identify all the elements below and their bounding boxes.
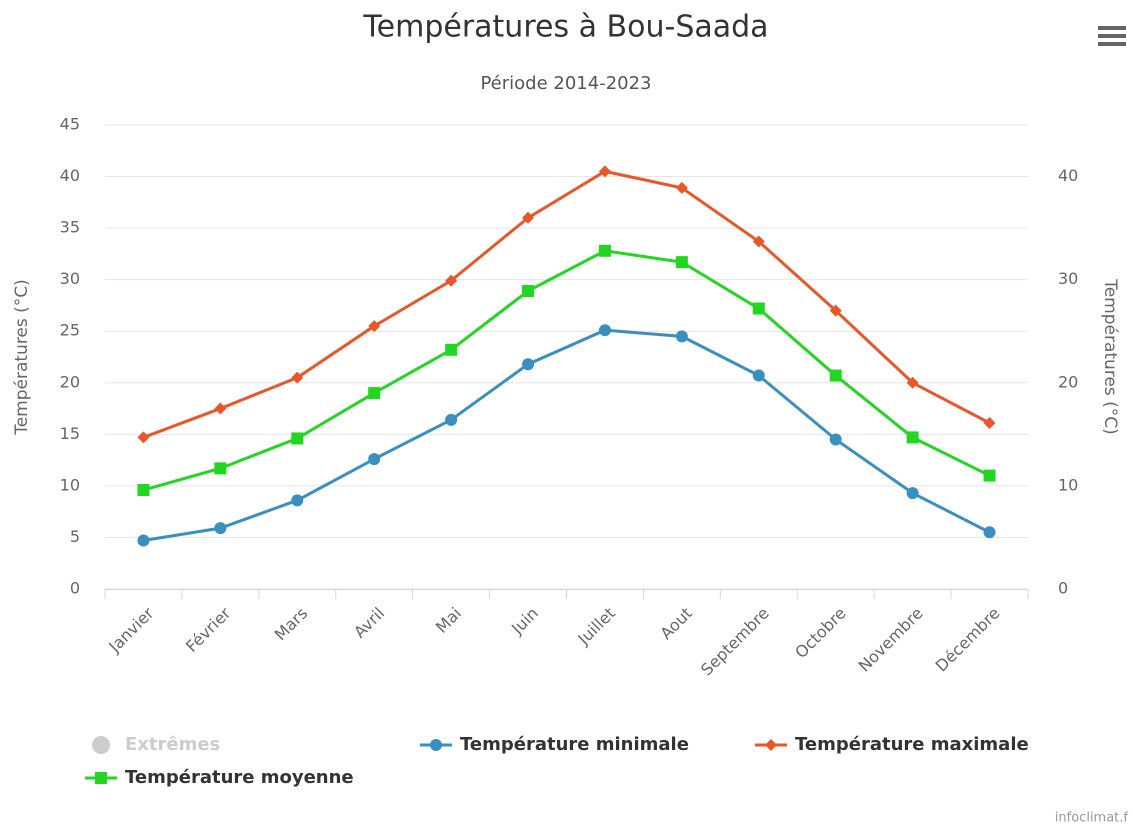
y2-axis-title: Températures (°C) xyxy=(1100,278,1120,435)
point xyxy=(598,165,611,178)
y2-tick-label: 10 xyxy=(1058,475,1078,494)
point xyxy=(829,304,842,317)
point xyxy=(137,431,150,444)
y-axis-title: Températures (°C) xyxy=(12,279,32,436)
legend-label: Température moyenne xyxy=(125,767,354,788)
point xyxy=(675,330,688,343)
credits: infoclimat.f xyxy=(1055,811,1129,826)
y-tick-label: 20 xyxy=(60,372,80,391)
legend-label: Extrêmes xyxy=(125,734,220,755)
x-tick-label: Octobre xyxy=(791,604,849,662)
legend-item[interactable]: Température maximale xyxy=(755,734,1029,755)
point xyxy=(368,387,381,400)
point xyxy=(983,526,996,539)
y-tick-label: 45 xyxy=(60,115,80,134)
point xyxy=(829,369,842,382)
x-tick-label: Aout xyxy=(656,604,696,644)
point xyxy=(522,358,535,371)
point xyxy=(214,402,227,415)
x-tick-label: Juillet xyxy=(573,604,618,649)
legend-item[interactable]: Température moyenne xyxy=(85,767,354,788)
x-tick-label: Décembre xyxy=(932,604,1004,676)
y2-tick-label: 30 xyxy=(1058,269,1078,288)
legend-item[interactable]: Température minimale xyxy=(420,734,689,755)
point xyxy=(368,453,381,466)
x-tick-label: Mars xyxy=(271,604,312,645)
point xyxy=(445,343,458,356)
legend-label: Température minimale xyxy=(460,734,689,755)
x-tick-label: Mai xyxy=(432,604,465,637)
x-tick-label: Septembre xyxy=(697,604,773,680)
y-tick-label: 25 xyxy=(60,321,80,340)
point xyxy=(522,211,535,224)
point xyxy=(752,369,765,382)
point xyxy=(137,484,150,497)
point xyxy=(983,469,996,482)
legend-item[interactable]: Extrêmes xyxy=(92,734,220,755)
point xyxy=(214,522,227,535)
x-tick-label: Février xyxy=(182,603,235,656)
y-tick-label: 35 xyxy=(60,218,80,237)
point xyxy=(752,235,765,248)
x-tick-label: Avril xyxy=(350,604,388,642)
point xyxy=(214,462,227,475)
y-tick-label: 10 xyxy=(60,475,80,494)
y-tick-label: 15 xyxy=(60,424,80,443)
x-tick-label: Novembre xyxy=(855,604,927,676)
series-line xyxy=(142,169,991,439)
y2-tick-label: 20 xyxy=(1058,372,1078,391)
legend-symbol xyxy=(92,736,110,754)
x-tick-label: Juin xyxy=(507,604,542,639)
y-tick-label: 30 xyxy=(60,269,80,288)
y-tick-label: 0 xyxy=(70,579,80,598)
y2-tick-label: 0 xyxy=(1058,579,1068,598)
point xyxy=(137,534,150,547)
point xyxy=(598,324,611,337)
point xyxy=(445,274,458,287)
point xyxy=(906,376,919,389)
point xyxy=(522,285,535,298)
menu-bar xyxy=(1098,34,1126,38)
point xyxy=(291,371,304,384)
y2-tick-label: 40 xyxy=(1058,166,1078,185)
point xyxy=(906,431,919,444)
point xyxy=(445,413,458,426)
x-tick-label: Janvier xyxy=(104,603,157,656)
series-line xyxy=(143,328,991,543)
point xyxy=(598,244,611,257)
legend-symbol xyxy=(430,739,442,751)
point xyxy=(675,256,688,269)
point xyxy=(291,432,304,445)
legend-symbol xyxy=(95,772,107,784)
menu-bar xyxy=(1098,26,1126,30)
legend-symbol xyxy=(765,739,777,751)
menu-button[interactable] xyxy=(1098,26,1126,46)
series-line xyxy=(143,249,991,492)
y-tick-label: 40 xyxy=(60,166,80,185)
point xyxy=(752,302,765,315)
point xyxy=(829,433,842,446)
point xyxy=(906,487,919,500)
point xyxy=(291,494,304,507)
point xyxy=(675,181,688,194)
y-tick-label: 5 xyxy=(70,527,80,546)
point xyxy=(368,320,381,333)
point xyxy=(983,416,996,429)
menu-bar xyxy=(1098,42,1126,46)
chart-title: Températures à Bou-Saada xyxy=(362,10,768,45)
legend-label: Température maximale xyxy=(795,734,1029,755)
chart-subtitle: Période 2014-2023 xyxy=(480,73,651,94)
